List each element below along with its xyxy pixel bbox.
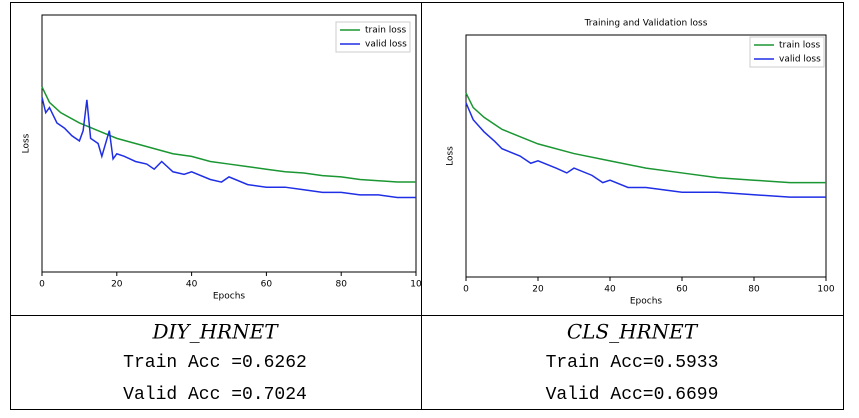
loss-line (41, 97, 416, 199)
chart-title: Training and Validation loss (584, 19, 708, 29)
legend-label: train loss (779, 41, 821, 51)
x-tick-label: 40 (604, 285, 616, 295)
legend-label: valid loss (779, 55, 821, 65)
valid-acc: Valid Acc =0.7024 (123, 385, 307, 405)
valid-acc: Valid Acc=0.6699 (546, 385, 719, 405)
legend-label: train loss (365, 26, 407, 36)
x-tick-label: 100 (817, 285, 834, 295)
legend-box (749, 36, 825, 68)
legend-label: valid loss (365, 40, 407, 50)
x-tick-label: 80 (748, 285, 760, 295)
x-tick-label: 10 (410, 280, 422, 290)
x-tick-label: 40 (186, 280, 198, 290)
model-name: DIY_HRNET (151, 320, 279, 344)
y-axis-label: Loss (22, 133, 32, 153)
x-axis-label: Epochs (213, 292, 246, 302)
x-tick-label: 20 (532, 285, 544, 295)
legend-box (335, 21, 411, 53)
loss-line (465, 92, 826, 184)
loss-line (465, 102, 826, 198)
x-tick-label: 0 (463, 285, 469, 295)
x-tick-label: 60 (676, 285, 688, 295)
plot-area (41, 14, 417, 273)
x-axis-label: Epochs (630, 297, 663, 307)
table-border (10, 2, 844, 410)
model-name: CLS_HRNET (567, 320, 699, 344)
x-tick-label: 20 (111, 280, 123, 290)
x-tick-label: 60 (261, 280, 273, 290)
plot-area (465, 34, 827, 278)
x-tick-label: 0 (39, 280, 45, 290)
train-acc: Train Acc =0.6262 (123, 353, 307, 373)
x-tick-label: 80 (335, 280, 347, 290)
y-axis-label: Loss (446, 146, 456, 166)
train-acc: Train Acc=0.5933 (546, 353, 719, 373)
